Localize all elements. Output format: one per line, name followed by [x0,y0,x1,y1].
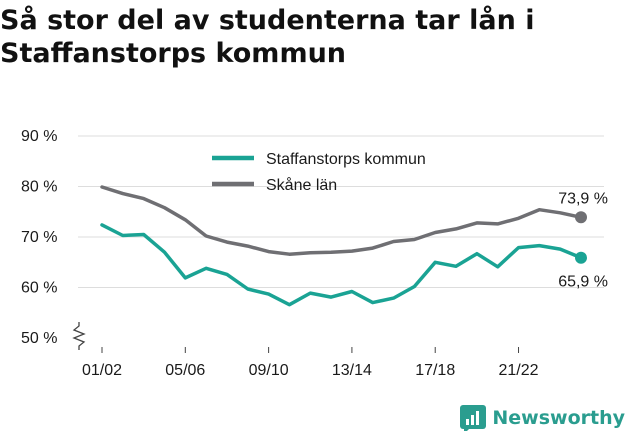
chart-title: Så stor del av studenterna tar lån i Sta… [0,5,535,69]
x-tick-label: 17/18 [415,362,455,379]
series-end-point [575,211,587,224]
legend-label: Skåne län [266,176,337,194]
x-tick-label: 13/14 [332,362,372,379]
legend: Staffanstorps kommun Skåne län [212,151,426,194]
brand: Newsworthy [460,403,625,433]
axis-layer: 50 % 60 % 70 % 80 % 90 % 01/02 05/06 09/10 13/14… [21,128,539,379]
series-layer [100,185,587,307]
axis-break-icon [72,322,86,350]
x-tick-label: 01/02 [82,362,122,379]
line-chart: 50 % 60 % 70 % 80 % 90 % 01/02 05/06 09/10 13/14… [21,128,608,379]
end-labels: 65,9 % 73,9 % [558,190,608,290]
y-tick-label: 60 % [21,280,57,297]
grid-layer [78,135,604,288]
newsworthy-logo-icon [460,405,487,431]
x-tick-label: 05/06 [165,362,205,379]
y-tick-label: 70 % [21,229,57,246]
y-tick-label: 80 % [21,179,57,196]
end-label: 73,9 % [558,190,608,207]
y-tick-label: 90 % [21,128,57,145]
x-tick-label: 09/10 [249,362,289,379]
legend-label: Staffanstorps kommun [266,151,426,168]
brand-name: Newsworthy [492,407,625,429]
series-line [100,223,583,307]
end-label: 65,9 % [558,274,608,291]
x-tick-label: 21/22 [498,362,538,379]
y-tick-label: 50 % [21,330,57,347]
series-line [100,185,583,256]
series-end-point [575,251,587,264]
